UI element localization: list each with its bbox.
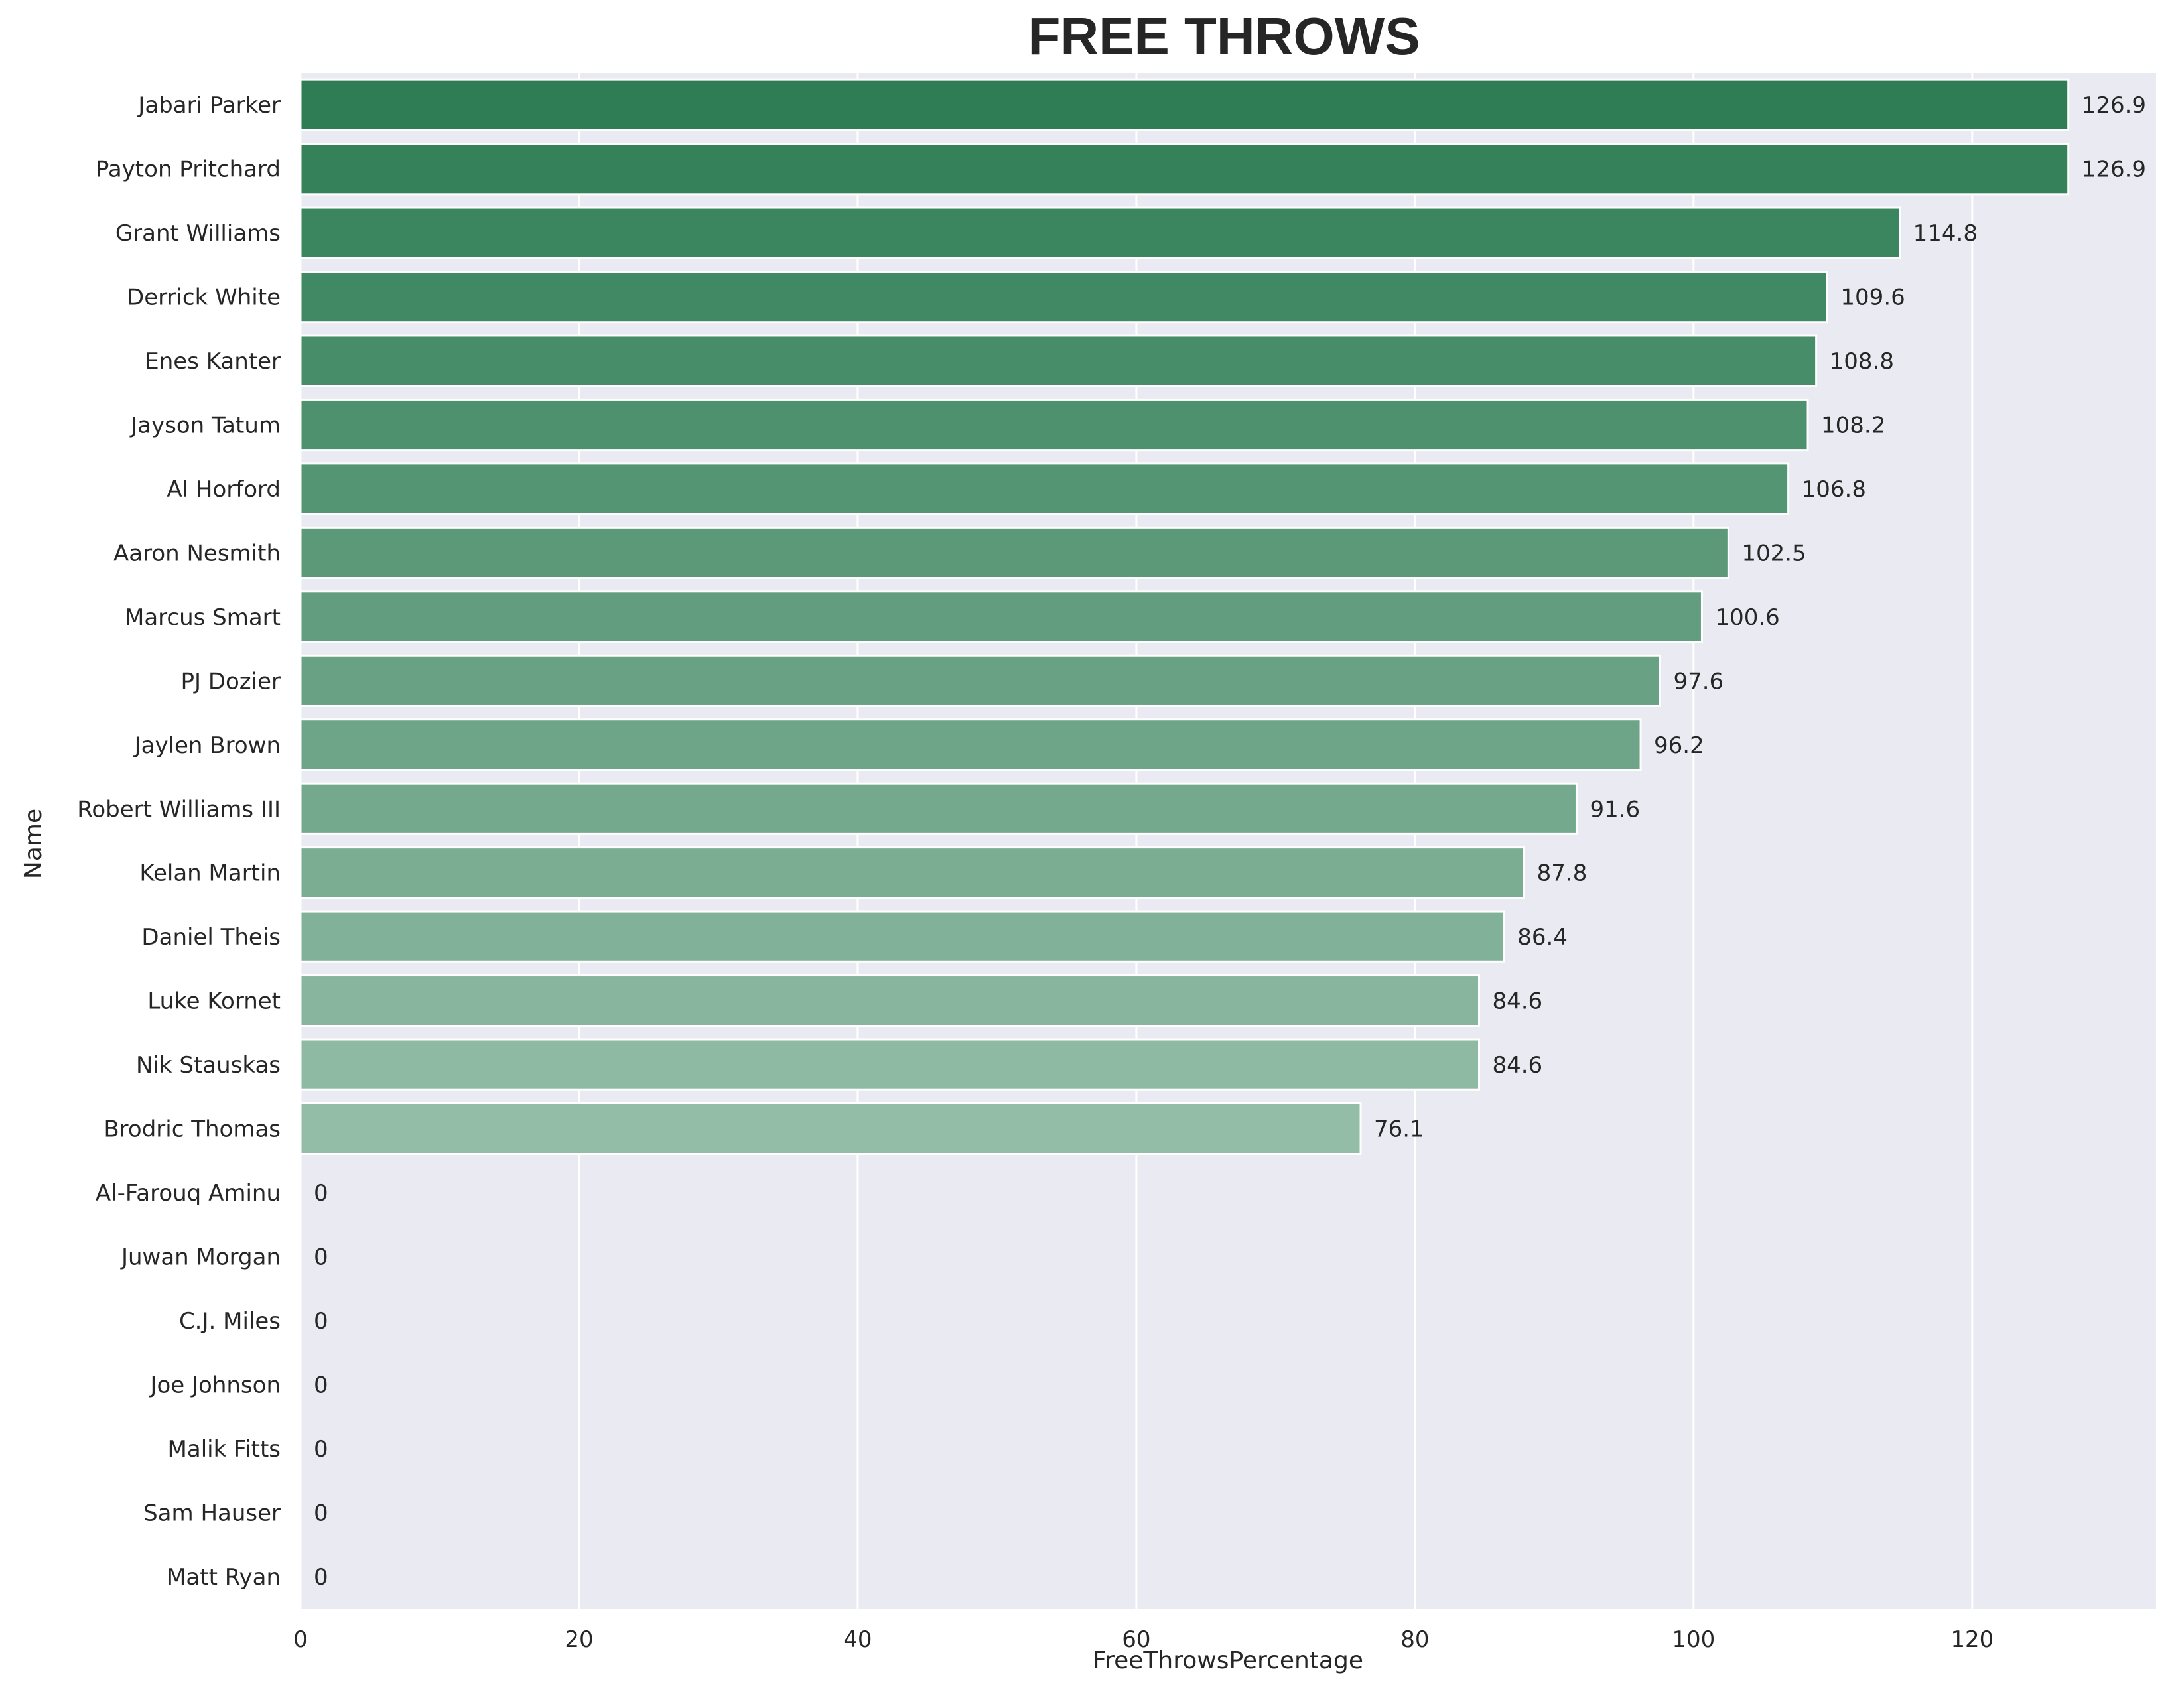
data-label: 0 <box>314 1308 328 1335</box>
y-tick-label: Payton Pritchard <box>96 157 281 183</box>
y-tick-label: Luke Kornet <box>147 988 281 1015</box>
data-label: 0 <box>314 1500 328 1526</box>
data-label: 0 <box>314 1564 328 1591</box>
data-label: 96.2 <box>1654 732 1704 759</box>
y-tick-label: PJ Dozier <box>180 668 281 694</box>
data-label: 91.6 <box>1590 796 1640 822</box>
y-tick-label: Jayson Tatum <box>129 413 281 439</box>
plot-area <box>301 73 2156 1609</box>
x-axis-label: FreeThrowsPercentage <box>1093 1647 1363 1674</box>
data-label: 86.4 <box>1517 924 1568 951</box>
bar <box>299 974 1480 1027</box>
data-label: 87.8 <box>1537 860 1588 887</box>
data-labels: 126.9 126.9 114.8 109.6 108.8 108.2 106.8 102.5… <box>314 92 2146 1591</box>
y-tick-label: Al-Farouq Aminu <box>96 1180 281 1207</box>
y-tick-label: Sam Hauser <box>143 1500 281 1526</box>
bar <box>299 846 1525 899</box>
data-label: 0 <box>314 1180 328 1207</box>
y-tick-labels: Jabari Parker Payton Pritchard Grant Willi… <box>77 92 281 1591</box>
data-label: 106.8 <box>1802 476 1866 503</box>
bar <box>299 910 1505 963</box>
x-tick-label: 100 <box>1672 1626 1715 1653</box>
bars <box>299 78 2070 1155</box>
data-label: 76.1 <box>1374 1116 1424 1143</box>
x-tick-label: 80 <box>1400 1626 1429 1653</box>
data-label: 109.6 <box>1840 285 1905 311</box>
bar <box>299 398 1809 452</box>
bar <box>299 462 1790 515</box>
y-tick-label: Derrick White <box>127 285 281 311</box>
data-label: 0 <box>314 1436 328 1463</box>
data-label: 126.9 <box>2082 157 2146 183</box>
chart-title: FREE THROWS <box>1028 7 1420 66</box>
data-label: 97.6 <box>1673 668 1724 694</box>
y-tick-label: Matt Ryan <box>167 1564 281 1591</box>
bar <box>299 78 2070 131</box>
data-label: 84.6 <box>1492 1052 1542 1079</box>
y-tick-label: Brodric Thomas <box>103 1116 281 1143</box>
data-label: 126.9 <box>2082 92 2146 119</box>
x-tick-labels: 0 20 40 60 80 100 120 <box>293 1626 1994 1653</box>
y-tick-label: Joe Johnson <box>149 1372 281 1398</box>
bar <box>299 1038 1480 1091</box>
data-label: 108.2 <box>1821 413 1885 439</box>
gridlines <box>299 73 1974 1609</box>
data-label: 108.8 <box>1830 348 1894 375</box>
x-tick-label: 120 <box>1950 1626 1994 1653</box>
y-tick-label: Robert Williams III <box>77 796 281 822</box>
y-tick-label: C.J. Miles <box>179 1308 281 1335</box>
x-tick-label: 0 <box>293 1626 308 1653</box>
bar <box>299 526 1729 580</box>
data-label: 84.6 <box>1492 988 1542 1015</box>
y-tick-label: Grant Williams <box>115 220 281 247</box>
y-tick-label: Juwan Morgan <box>120 1244 281 1270</box>
y-tick-label: Jaylen Brown <box>133 732 281 759</box>
bar <box>299 1102 1362 1155</box>
data-label: 100.6 <box>1715 604 1779 631</box>
y-tick-label: Marcus Smart <box>125 604 281 631</box>
data-label: 0 <box>314 1244 328 1270</box>
y-tick-label: Enes Kanter <box>145 348 281 375</box>
bar <box>299 206 1901 259</box>
y-tick-label: Daniel Theis <box>141 924 281 951</box>
bar <box>299 654 1661 707</box>
bar <box>299 782 1578 835</box>
x-tick-label: 40 <box>843 1626 872 1653</box>
data-label: 102.5 <box>1741 540 1806 566</box>
data-label: 0 <box>314 1372 328 1398</box>
y-tick-label: Al Horford <box>167 476 281 503</box>
bar <box>299 143 2070 196</box>
bar <box>299 590 1703 643</box>
bar <box>299 334 1818 387</box>
y-tick-label: Kelan Martin <box>139 860 281 887</box>
y-tick-label: Jabari Parker <box>137 92 281 119</box>
y-tick-label: Aaron Nesmith <box>113 540 281 566</box>
data-label: 114.8 <box>1913 220 1978 247</box>
y-axis-label: Name <box>20 809 47 879</box>
bar <box>299 718 1642 771</box>
x-tick-label: 20 <box>565 1626 593 1653</box>
x-tick-label: 60 <box>1122 1626 1150 1653</box>
y-tick-label: Nik Stauskas <box>136 1052 281 1079</box>
bar <box>299 271 1828 324</box>
y-tick-label: Malik Fitts <box>168 1436 281 1463</box>
